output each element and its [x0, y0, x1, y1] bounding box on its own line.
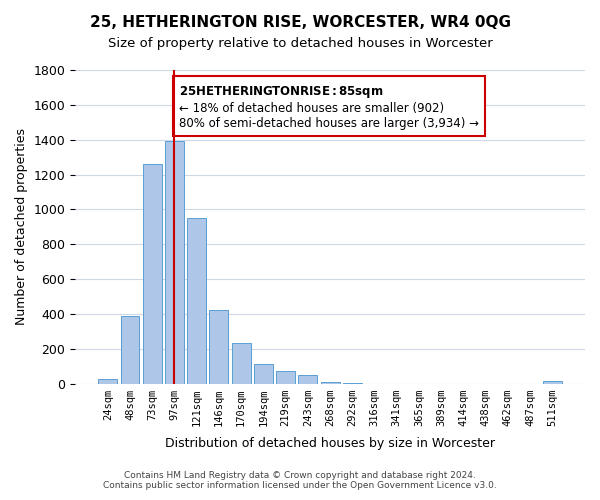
Bar	[320, 382, 340, 384]
Text: Contains HM Land Registry data © Crown copyright and database right 2024.
Contai: Contains HM Land Registry data © Crown c…	[103, 470, 497, 490]
Y-axis label: Number of detached properties: Number of detached properties	[15, 128, 28, 326]
Text: 25, HETHERINGTON RISE, WORCESTER, WR4 0QG: 25, HETHERINGTON RISE, WORCESTER, WR4 0Q…	[89, 15, 511, 30]
Bar	[187, 218, 206, 384]
Bar	[298, 375, 317, 384]
Bar	[143, 164, 161, 384]
Bar	[232, 342, 251, 384]
Bar	[254, 364, 273, 384]
Bar	[209, 310, 229, 384]
Text: $\bf{25 HETHERINGTON RISE: 85sqm}$
← 18% of detached houses are smaller (902)
80: $\bf{25 HETHERINGTON RISE: 85sqm}$ ← 18%…	[179, 84, 479, 130]
Bar	[343, 382, 362, 384]
Bar	[543, 381, 562, 384]
Bar	[98, 379, 117, 384]
Bar	[165, 142, 184, 384]
Bar	[121, 316, 139, 384]
Bar	[276, 372, 295, 384]
Text: Size of property relative to detached houses in Worcester: Size of property relative to detached ho…	[107, 38, 493, 51]
X-axis label: Distribution of detached houses by size in Worcester: Distribution of detached houses by size …	[165, 437, 495, 450]
